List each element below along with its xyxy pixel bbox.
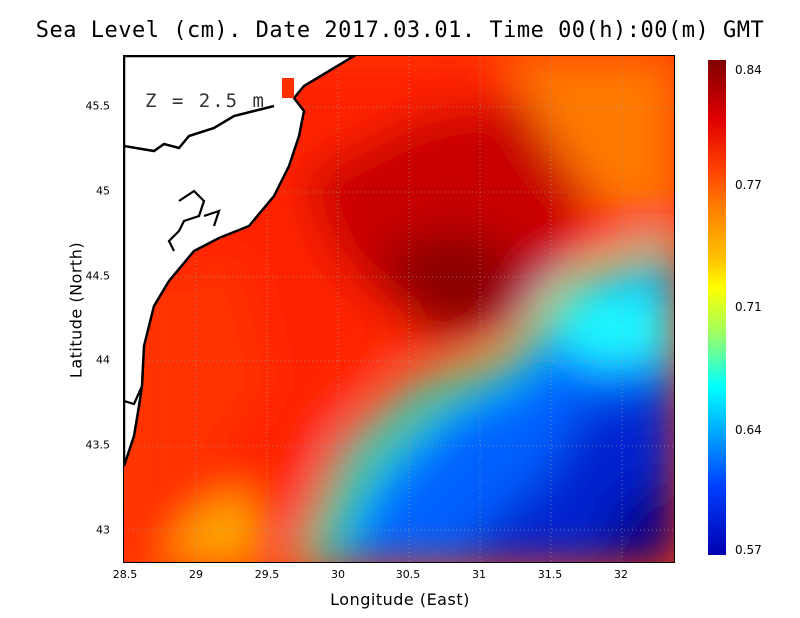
colorbar-tick: 0.57: [735, 543, 762, 557]
y-tick: 44: [96, 353, 110, 367]
y-tick: 45: [96, 184, 110, 198]
map-canvas: [124, 56, 674, 562]
x-tick: 29: [189, 568, 203, 581]
x-tick: 30.5: [395, 568, 421, 581]
colorbar-tick: 0.77: [735, 178, 762, 192]
x-tick: 32: [614, 568, 628, 581]
depth-annotation: Z = 2.5 m: [145, 90, 266, 112]
x-tick: 31.5: [537, 568, 563, 581]
y-tick: 43: [96, 523, 110, 537]
land-area: [124, 56, 357, 467]
sea-level-map: [123, 55, 675, 563]
x-tick: 28.5: [112, 568, 138, 581]
y-tick: 44.5: [85, 269, 111, 283]
coastline: [124, 104, 275, 153]
y-tick: 43.5: [85, 438, 111, 452]
y-axis-label: Latitude (North): [66, 241, 86, 379]
x-tick: 30: [331, 568, 345, 581]
x-tick: 29.5: [254, 568, 280, 581]
y-tick: 45.5: [85, 99, 111, 113]
colorbar-tick: 0.84: [735, 63, 762, 77]
colorbar-tick: 0.71: [735, 300, 762, 314]
colorbar-tick: 0.64: [735, 423, 762, 437]
x-axis-label: Longitude (East): [330, 590, 470, 609]
x-tick: 31: [472, 568, 486, 581]
colorbar: [708, 60, 726, 555]
map-title: Sea Level (cm). Date 2017.03.01. Time 00…: [35, 18, 765, 43]
